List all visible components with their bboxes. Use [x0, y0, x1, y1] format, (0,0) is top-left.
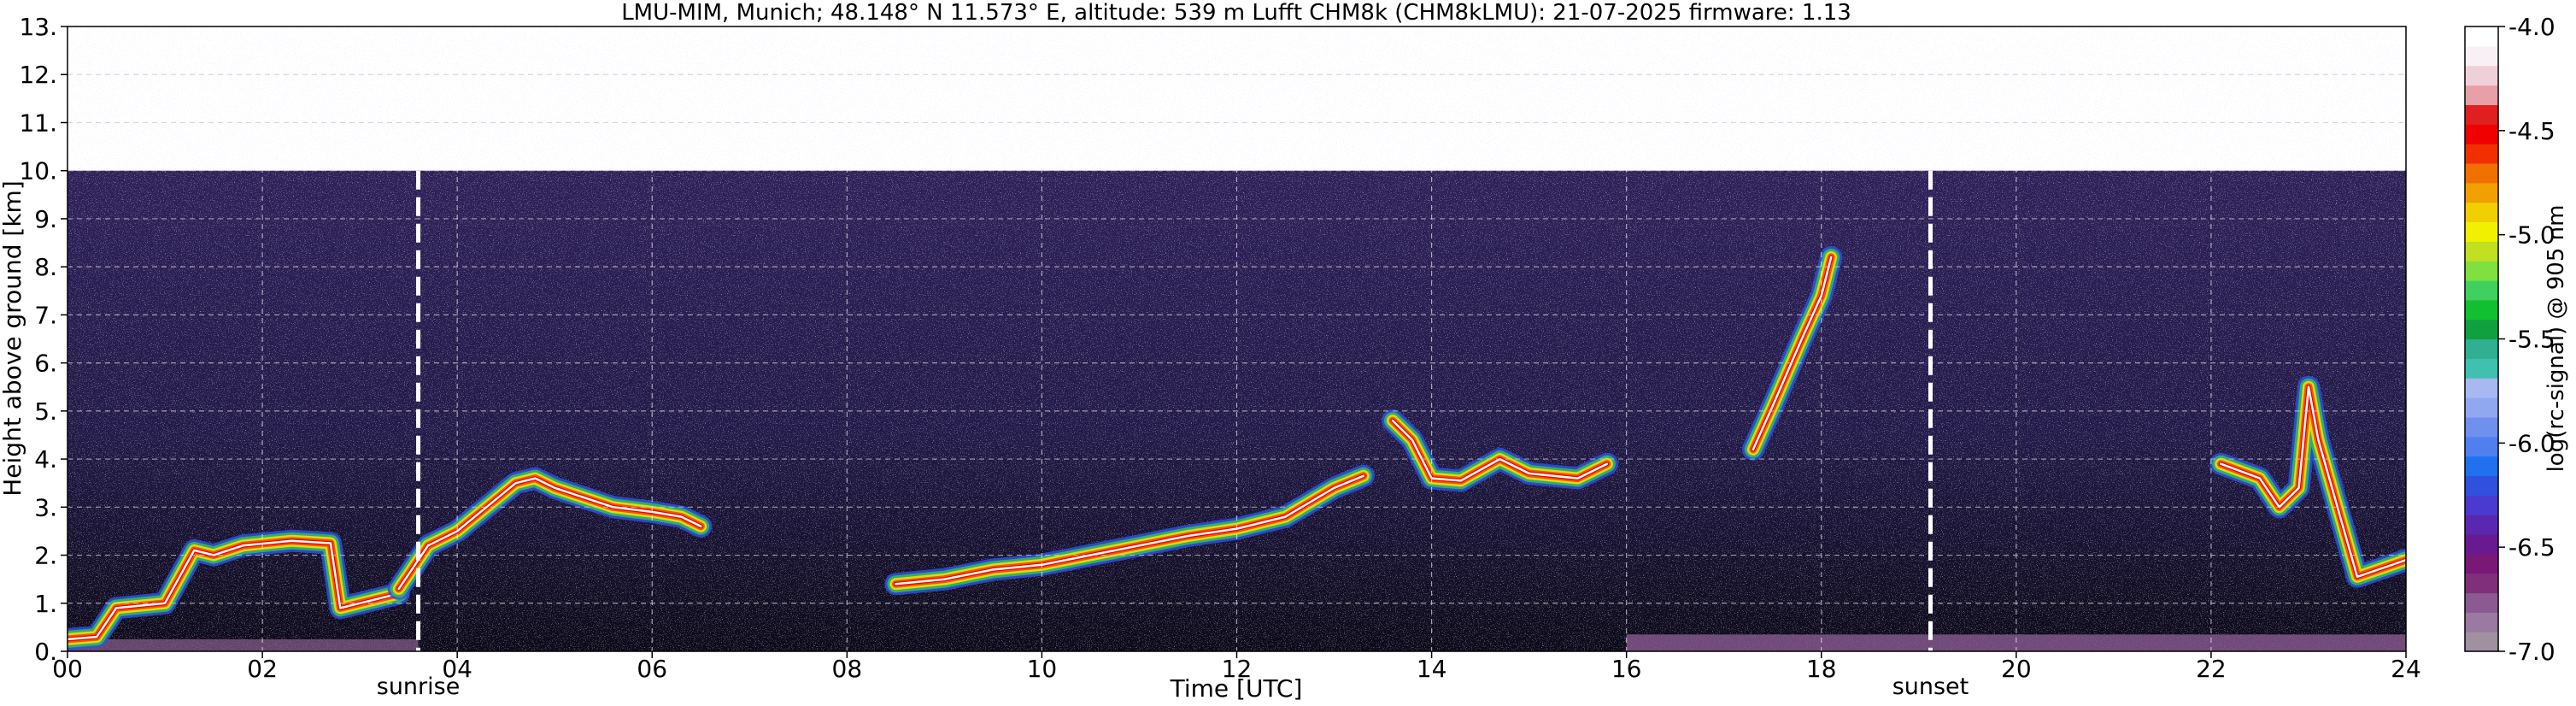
cloud-layer-stroke — [67, 539, 400, 641]
sunset-label: sunset — [1892, 674, 1969, 700]
colorbar-tick-label: -4.5 — [2509, 117, 2555, 145]
y-tick-label: 3. — [34, 493, 57, 521]
colorbar-band — [2465, 475, 2498, 496]
x-tick-label: 24 — [2391, 655, 2421, 683]
colorbar-band — [2465, 85, 2498, 105]
y-axis-ticks: 0. 1. 2. 3. 4. 5. 6. 7. 8. 9. 10. 11. 12. 13. — [19, 13, 67, 666]
cloud-layer-morning-convection — [387, 467, 713, 600]
y-tick-label: 0. — [34, 638, 57, 666]
cloud-layer-mid-level-17-18h — [1741, 245, 1843, 461]
colorbar-band — [2465, 456, 2498, 476]
colorbar-band — [2465, 261, 2498, 281]
plot-area — [67, 26, 2407, 652]
y-tick-label: 12. — [19, 61, 57, 89]
colorbar-band — [2465, 241, 2498, 262]
colorbar-tick-label: -5.0 — [2509, 221, 2555, 250]
y-tick-label: 4. — [34, 445, 57, 474]
colorbar-band — [2465, 124, 2498, 144]
y-tick-label: 11. — [19, 109, 57, 137]
cloud-layer-pbl-low — [67, 529, 410, 650]
colorbar-band — [2465, 299, 2498, 321]
colorbar-band — [2465, 416, 2498, 438]
x-tick-label: 18 — [1806, 655, 1837, 683]
colorbar-band — [2465, 162, 2498, 184]
colorbar-tick-label: -7.0 — [2509, 638, 2555, 666]
colorbar-band — [2465, 515, 2498, 535]
colorbar-band — [2465, 358, 2498, 379]
colorbar-band — [2465, 573, 2498, 594]
colorbar-ticks: -4.0 -4.5 -5.0 -5.5 -6.0 -6.5 -7.0 — [2498, 13, 2555, 666]
day-markers — [416, 170, 1933, 651]
colorbar: -4.0 -4.5 -5.0 -5.5 -6.0 -6.5 -7.0 log(rc-sign… — [2464, 13, 2569, 666]
chart-title: LMU-MIM, Munich; 48.148° N 11.573° E, al… — [621, 0, 1851, 26]
y-tick-label: 13. — [19, 13, 57, 41]
colorbar-band — [2465, 144, 2498, 164]
colorbar-band — [2465, 221, 2498, 242]
night-aerosol-layer — [67, 638, 419, 651]
colorbar-band — [2465, 45, 2498, 67]
cloud-layer-afternoon-cumulus — [1382, 409, 1618, 492]
cloud-layer-stroke — [2220, 385, 2406, 579]
colorbar-tick-label: -5.5 — [2509, 326, 2555, 354]
x-axis-label: Time [UTC] — [1170, 674, 1303, 703]
colorbar-band — [2465, 104, 2498, 125]
x-tick-label: 02 — [247, 655, 278, 683]
y-tick-label: 1. — [34, 590, 57, 618]
x-tick-label: 10 — [1027, 655, 1058, 683]
colorbar-band — [2465, 553, 2498, 574]
colorbar-band — [2465, 26, 2498, 47]
x-tick-label: 06 — [637, 655, 667, 683]
x-tick-label: 04 — [442, 655, 472, 683]
x-tick-label: 00 — [52, 655, 83, 683]
x-axis-ticks: 00 02 04 06 08 10 12 14 16 18 20 22 24 — [52, 651, 2421, 683]
colorbar-band — [2465, 632, 2498, 652]
colorbar-band — [2465, 65, 2498, 86]
colorbar-tick-label: -4.0 — [2509, 13, 2555, 41]
colorbar-band — [2465, 279, 2498, 301]
x-tick-label: 20 — [2001, 655, 2032, 683]
y-tick-label: 5. — [34, 397, 57, 426]
colorbar-band — [2465, 495, 2498, 515]
colorbar-band — [2465, 436, 2498, 457]
colorbar-band — [2465, 397, 2498, 418]
x-tick-label: 14 — [1417, 655, 1447, 683]
cloud-layer-stroke — [1752, 256, 1833, 451]
grid — [67, 26, 2406, 651]
y-tick-label: 6. — [34, 350, 57, 378]
x-tick-label: 16 — [1611, 655, 1642, 683]
cloud-layer-stroke — [397, 477, 702, 591]
colorbar-band — [2465, 378, 2498, 398]
cloud-layer-stroke — [1391, 419, 1609, 482]
colorbar-bands — [2465, 26, 2498, 652]
x-tick-label: 12 — [1222, 655, 1253, 683]
colorbar-band — [2465, 202, 2498, 223]
colorbar-tick-label: -6.0 — [2509, 429, 2555, 457]
colorbar-band — [2465, 182, 2498, 203]
y-tick-label: 9. — [34, 205, 57, 233]
colorbar-tick-label: -6.5 — [2509, 533, 2555, 562]
y-tick-label: 2. — [34, 542, 57, 570]
y-tick-label: 8. — [34, 253, 57, 281]
y-axis-label: Height above ground [km] — [0, 180, 26, 497]
colorbar-label: log(rc-signal) @ 905 nm — [2544, 205, 2569, 473]
colorbar-band — [2465, 612, 2498, 632]
cloud-layer-evening-cloud — [2209, 375, 2406, 588]
sunrise-label: sunrise — [377, 674, 461, 700]
y-tick-label: 10. — [19, 157, 57, 185]
colorbar-band — [2465, 533, 2498, 555]
day-marker-labels: sunrise sunset — [377, 674, 1969, 700]
x-tick-label: 22 — [2196, 655, 2227, 683]
colorbar-band — [2465, 592, 2498, 613]
colorbar-band — [2465, 338, 2498, 359]
colorbar-band — [2465, 319, 2498, 340]
x-tick-label: 08 — [832, 655, 863, 683]
y-tick-label: 7. — [34, 301, 57, 329]
